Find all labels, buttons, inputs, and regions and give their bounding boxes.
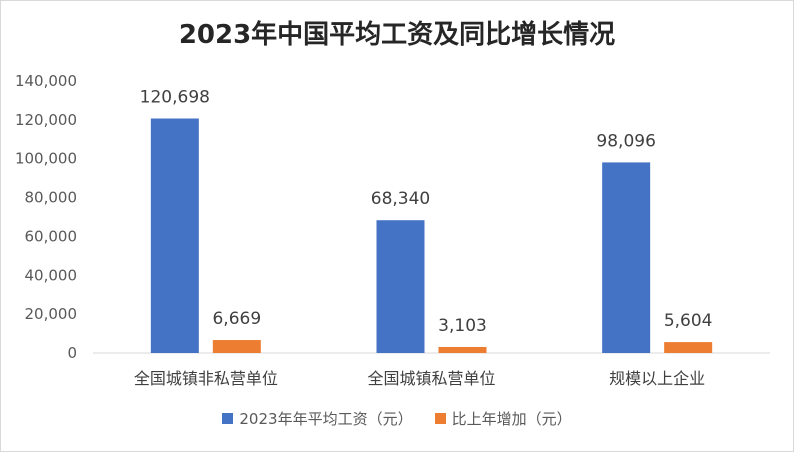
y-tick-label: 100,000 <box>15 150 77 168</box>
y-tick-label: 0 <box>67 344 77 362</box>
legend-item-salary: 2023年年平均工资（元） <box>222 408 413 429</box>
legend-swatch-salary <box>222 413 234 424</box>
legend-item-increase: 比上年增加（元） <box>434 408 572 429</box>
bar-increase <box>664 342 713 353</box>
data-label-increase: 6,669 <box>212 309 261 329</box>
y-tick-label: 120,000 <box>15 111 77 129</box>
bar-salary <box>602 162 651 353</box>
bar-increase <box>438 346 487 353</box>
legend: 2023年年平均工资（元） 比上年增加（元） <box>0 408 794 429</box>
data-label-salary: 68,340 <box>371 189 430 209</box>
bar-increase <box>212 340 261 353</box>
bar-salary <box>150 118 199 353</box>
legend-swatch-increase <box>434 413 446 424</box>
chart-title: 2023年中国平均工资及同比增长情况 <box>178 20 616 50</box>
data-label-salary: 98,096 <box>596 131 655 151</box>
legend-label-salary: 2023年年平均工资（元） <box>239 410 413 428</box>
x-category-label: 规模以上企业 <box>609 369 705 388</box>
y-tick-label: 40,000 <box>25 266 78 284</box>
bar-salary <box>376 220 425 353</box>
x-category-label: 全国城镇非私营单位 <box>134 369 278 388</box>
y-tick-label: 80,000 <box>25 189 78 207</box>
x-category-label: 全国城镇私营单位 <box>367 369 495 388</box>
data-label-increase: 3,103 <box>438 316 487 336</box>
y-tick-label: 20,000 <box>25 305 78 323</box>
y-axis: 0 20,000 40,000 60,000 80,000 100,000 120,000 1… <box>15 72 77 362</box>
data-label-salary: 120,698 <box>140 88 210 108</box>
legend-label-increase: 比上年增加（元） <box>451 410 572 428</box>
data-label-increase: 5,604 <box>664 311 713 331</box>
y-tick-label: 140,000 <box>15 72 77 90</box>
y-tick-label: 60,000 <box>25 227 78 245</box>
x-axis: 全国城镇非私营单位 全国城镇私营单位 规模以上企业 <box>134 369 705 388</box>
bars: 120,698 6,669 68,340 3,103 98,096 5,604 <box>140 88 713 353</box>
